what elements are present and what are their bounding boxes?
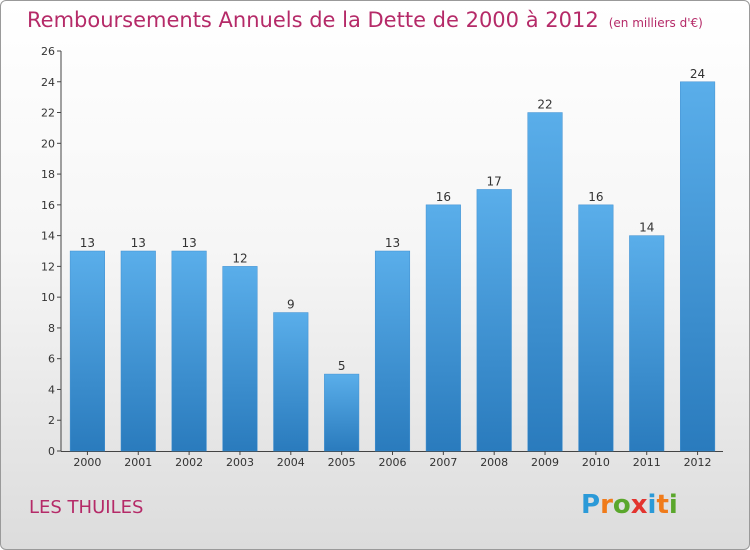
chart-unit: (en milliers d'€) — [608, 16, 703, 30]
logo-letter: t — [656, 490, 669, 520]
x-tick-label: 2011 — [633, 456, 661, 469]
bar-value-label: 17 — [487, 174, 502, 188]
x-tick-label: 2004 — [277, 456, 305, 469]
bar-value-label: 13 — [80, 236, 95, 250]
y-tick-label: 12 — [41, 260, 55, 273]
y-tick-label: 4 — [48, 383, 55, 396]
bar — [222, 266, 258, 452]
bar-value-label: 24 — [690, 67, 705, 81]
bar — [578, 204, 614, 452]
chart-title-text: Remboursements Annuels de la Dette de 20… — [27, 8, 599, 32]
plot-area: 0246810121416182022242613200013200113200… — [41, 45, 723, 469]
y-tick-label: 6 — [48, 353, 55, 366]
x-tick-label: 2005 — [328, 456, 356, 469]
proxiti-logo[interactable]: Proxiti — [581, 490, 678, 520]
logo-letter: i — [647, 490, 657, 520]
y-tick-label: 24 — [41, 76, 55, 89]
y-tick-label: 0 — [48, 445, 55, 458]
bar — [629, 235, 665, 452]
bar-value-label: 9 — [287, 298, 295, 312]
bar — [171, 250, 207, 452]
logo-letter: x — [630, 490, 648, 520]
bar — [273, 312, 309, 452]
bar — [69, 250, 105, 452]
place-name: LES THUILES — [29, 497, 144, 518]
bar-value-label: 13 — [385, 236, 400, 250]
x-tick-label: 2001 — [124, 456, 152, 469]
bar-value-label: 13 — [181, 236, 196, 250]
x-tick-label: 2009 — [531, 456, 559, 469]
bar — [476, 189, 512, 452]
y-tick-label: 8 — [48, 322, 55, 335]
x-tick-label: 2012 — [684, 456, 712, 469]
bar — [120, 250, 156, 452]
bar-value-label: 14 — [639, 221, 654, 235]
x-tick-label: 2007 — [429, 456, 457, 469]
x-tick-label: 2006 — [379, 456, 407, 469]
y-tick-label: 26 — [41, 45, 55, 58]
y-tick-label: 20 — [41, 137, 55, 150]
x-tick-label: 2010 — [582, 456, 610, 469]
bar-value-label: 22 — [537, 98, 552, 112]
bar-value-label: 16 — [588, 190, 603, 204]
logo-letter: r — [600, 490, 613, 520]
y-tick-label: 22 — [41, 107, 55, 120]
bar-value-label: 13 — [131, 236, 146, 250]
x-tick-label: 2000 — [73, 456, 101, 469]
logo-letter: o — [612, 490, 631, 520]
y-tick-label: 18 — [41, 168, 55, 181]
logo-letter: P — [581, 490, 601, 520]
y-tick-label: 10 — [41, 291, 55, 304]
y-tick-label: 16 — [41, 199, 55, 212]
bar — [324, 373, 360, 452]
bar — [425, 204, 461, 452]
bar — [527, 112, 563, 452]
y-tick-label: 2 — [48, 414, 55, 427]
bar-value-label: 16 — [436, 190, 451, 204]
bar — [680, 81, 716, 452]
x-tick-label: 2003 — [226, 456, 254, 469]
bar-value-label: 5 — [338, 359, 346, 373]
bar — [374, 250, 411, 452]
logo-letter: i — [668, 490, 678, 520]
x-tick-label: 2002 — [175, 456, 203, 469]
x-tick-label: 2008 — [480, 456, 508, 469]
y-tick-label: 14 — [41, 230, 55, 243]
chart-title: Remboursements Annuels de la Dette de 20… — [27, 8, 703, 32]
bar-value-label: 12 — [232, 251, 247, 265]
